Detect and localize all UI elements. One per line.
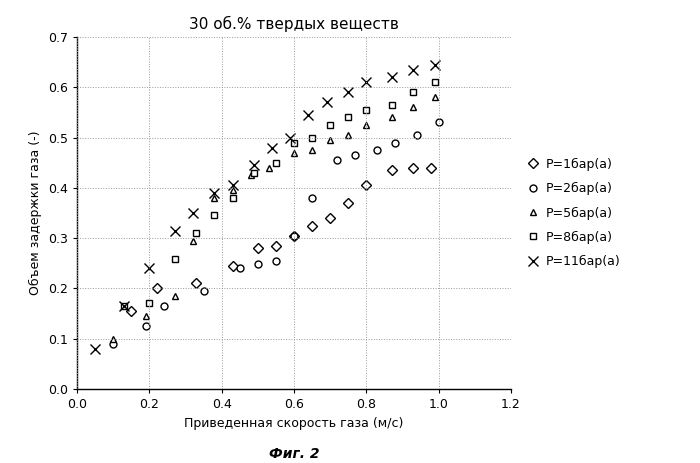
P=8бар(а) xyxy=(145,300,153,306)
P=8бар(а) xyxy=(290,140,298,145)
P=11бар(а) xyxy=(431,62,440,68)
P=11бар(а) xyxy=(268,145,277,150)
P=5бар(а) xyxy=(109,336,118,341)
P=11бар(а) xyxy=(322,100,330,105)
P=5бар(а) xyxy=(246,173,255,178)
X-axis label: Приведенная скорость газа (м/с): Приведенная скорость газа (м/с) xyxy=(184,417,404,430)
Line: P=11бар(а): P=11бар(а) xyxy=(90,60,440,354)
P=1бар(а) xyxy=(409,165,417,170)
P=11бар(а) xyxy=(286,135,295,140)
P=5бар(а) xyxy=(326,138,335,143)
P=5бар(а) xyxy=(228,188,237,193)
P=1бар(а) xyxy=(290,233,298,238)
P=11бар(а) xyxy=(228,182,237,188)
P=2бар(а) xyxy=(141,323,150,329)
P=5бар(а) xyxy=(188,238,197,244)
P=8бар(а) xyxy=(192,230,201,236)
P=2бар(а) xyxy=(235,265,244,271)
P=1бар(а) xyxy=(344,200,352,206)
P=5бар(а) xyxy=(290,150,298,156)
P=1бар(а) xyxy=(326,215,335,221)
P=5бар(а) xyxy=(362,122,370,128)
P=11бар(а) xyxy=(409,67,417,73)
P=5бар(а) xyxy=(265,165,273,170)
P=2бар(а) xyxy=(413,132,421,138)
P=11бар(а) xyxy=(145,265,153,271)
P=1бар(а) xyxy=(388,168,396,173)
P=1бар(а) xyxy=(192,281,201,286)
Legend: P=1бар(а), P=2бар(а), P=5бар(а), P=8бар(а), P=11бар(а): P=1бар(а), P=2бар(а), P=5бар(а), P=8бар(… xyxy=(526,158,621,268)
P=5бар(а) xyxy=(210,195,218,200)
P=8бар(а) xyxy=(409,89,417,95)
P=5бар(а) xyxy=(409,105,417,110)
P=2бар(а) xyxy=(435,120,443,125)
P=8бар(а) xyxy=(272,160,280,165)
P=5бар(а) xyxy=(344,132,352,138)
P=11бар(а) xyxy=(91,346,99,351)
P=1бар(а) xyxy=(427,165,435,170)
P=2бар(а) xyxy=(373,147,382,153)
P=11бар(а) xyxy=(210,190,218,196)
P=8бар(а) xyxy=(120,303,128,309)
P=2бар(а) xyxy=(391,140,400,145)
P=11бар(а) xyxy=(362,80,370,85)
P=8бар(а) xyxy=(431,80,440,85)
P=8бар(а) xyxy=(171,257,179,262)
P=8бар(а) xyxy=(210,213,218,218)
P=8бар(а) xyxy=(308,135,316,140)
P=2бар(а) xyxy=(160,303,168,309)
P=1бар(а) xyxy=(228,263,237,269)
P=8бар(а) xyxy=(344,115,352,120)
P=11бар(а) xyxy=(388,75,396,80)
P=11бар(а) xyxy=(304,112,313,118)
P=5бар(а) xyxy=(171,293,179,299)
P=8бар(а) xyxy=(388,102,396,108)
Y-axis label: Объем задержки газа (-): Объем задержки газа (-) xyxy=(29,131,43,295)
P=8бар(а) xyxy=(362,107,370,113)
P=2бар(а) xyxy=(253,262,262,267)
P=8бар(а) xyxy=(250,170,258,175)
P=11бар(а) xyxy=(188,210,197,216)
Text: Фиг. 2: Фиг. 2 xyxy=(269,447,319,461)
P=5бар(а) xyxy=(141,313,150,319)
P=11бар(а) xyxy=(344,89,352,95)
P=2бар(а) xyxy=(109,341,118,346)
P=2бар(а) xyxy=(290,233,298,238)
P=2бар(а) xyxy=(333,157,342,163)
P=2бар(а) xyxy=(308,195,316,200)
P=11бар(а) xyxy=(250,163,258,168)
P=2бар(а) xyxy=(351,152,360,158)
P=11бар(а) xyxy=(171,228,179,233)
P=1бар(а) xyxy=(272,243,280,249)
P=1бар(а) xyxy=(308,223,316,228)
Line: P=5бар(а): P=5бар(а) xyxy=(110,94,438,342)
Line: P=1бар(а): P=1бар(а) xyxy=(128,164,435,314)
P=1бар(а) xyxy=(253,245,262,251)
P=5бар(а) xyxy=(388,115,396,120)
Line: P=2бар(а): P=2бар(а) xyxy=(110,119,442,347)
P=8бар(а) xyxy=(326,122,335,128)
P=11бар(а) xyxy=(120,303,128,309)
P=2бар(а) xyxy=(272,258,280,263)
P=1бар(а) xyxy=(362,182,370,188)
P=5бар(а) xyxy=(308,147,316,153)
P=1бар(а) xyxy=(153,286,161,291)
P=1бар(а) xyxy=(127,308,136,314)
Title: 30 об.% твердых веществ: 30 об.% твердых веществ xyxy=(189,16,399,31)
P=5бар(а) xyxy=(431,94,440,100)
Line: P=8бар(а): P=8бар(а) xyxy=(120,79,438,309)
P=2бар(а) xyxy=(199,288,208,294)
P=8бар(а) xyxy=(228,195,237,200)
